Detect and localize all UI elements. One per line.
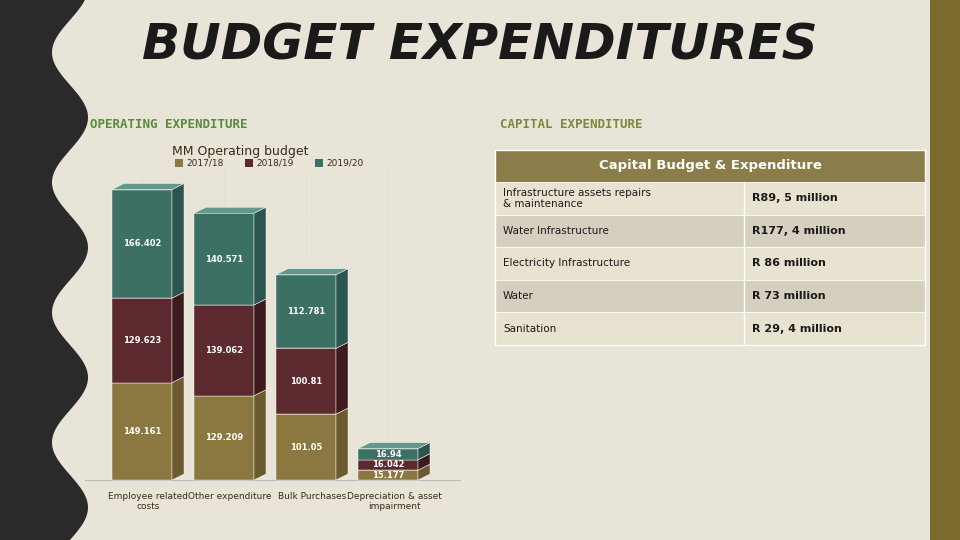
Bar <box>358 470 418 480</box>
Polygon shape <box>276 269 348 275</box>
Text: BUDGET EXPENDITURES: BUDGET EXPENDITURES <box>142 21 818 69</box>
Bar <box>276 348 336 414</box>
Bar <box>495 247 925 280</box>
Text: 16.042: 16.042 <box>372 461 404 469</box>
Text: 140.571: 140.571 <box>204 254 243 264</box>
Bar <box>315 159 323 167</box>
Text: Bulk Purchases: Bulk Purchases <box>277 492 347 501</box>
Text: 139.062: 139.062 <box>204 346 243 355</box>
Bar <box>495 214 925 247</box>
Bar <box>930 0 960 540</box>
Bar <box>495 280 925 313</box>
Text: R89, 5 million: R89, 5 million <box>753 193 838 203</box>
Text: R177, 4 million: R177, 4 million <box>753 226 846 236</box>
Polygon shape <box>276 408 348 414</box>
Text: 100.81: 100.81 <box>290 377 323 386</box>
Text: 2019/20: 2019/20 <box>326 159 363 167</box>
Polygon shape <box>112 377 184 383</box>
Polygon shape <box>172 292 184 383</box>
Text: 129.209: 129.209 <box>204 433 243 442</box>
Polygon shape <box>254 299 266 396</box>
Polygon shape <box>358 464 430 470</box>
Polygon shape <box>276 342 348 348</box>
Polygon shape <box>194 390 266 396</box>
Polygon shape <box>112 184 184 190</box>
Bar <box>276 275 336 348</box>
Text: 129.623: 129.623 <box>123 336 161 345</box>
Text: 2018/19: 2018/19 <box>256 159 294 167</box>
Polygon shape <box>418 464 430 480</box>
Bar <box>175 159 183 167</box>
Polygon shape <box>358 443 430 449</box>
Bar <box>112 190 172 298</box>
Polygon shape <box>336 408 348 480</box>
Text: CAPITAL EXPENDITURE: CAPITAL EXPENDITURE <box>500 118 642 132</box>
Bar <box>495 150 925 182</box>
Text: 15.177: 15.177 <box>372 470 404 480</box>
Text: 16.94: 16.94 <box>374 450 401 458</box>
Bar <box>495 150 925 345</box>
Bar <box>112 298 172 383</box>
Text: Depreciation & asset
impairment: Depreciation & asset impairment <box>347 492 442 511</box>
Polygon shape <box>172 377 184 480</box>
Text: 101.05: 101.05 <box>290 443 323 451</box>
Text: 166.402: 166.402 <box>123 239 161 248</box>
Polygon shape <box>112 292 184 298</box>
Text: Water Infrastructure: Water Infrastructure <box>503 226 609 236</box>
Text: MM Operating budget: MM Operating budget <box>172 145 308 159</box>
Bar <box>112 383 172 480</box>
Text: 112.781: 112.781 <box>287 307 325 316</box>
Polygon shape <box>418 454 430 470</box>
Bar <box>358 449 418 460</box>
Text: R 29, 4 million: R 29, 4 million <box>753 323 842 334</box>
Polygon shape <box>336 342 348 414</box>
Text: Infrastructure assets repairs
& maintenance: Infrastructure assets repairs & maintena… <box>503 187 651 209</box>
Text: Employee related
costs: Employee related costs <box>108 492 188 511</box>
Polygon shape <box>418 443 430 460</box>
Bar <box>245 159 253 167</box>
Text: OPERATING EXPENDITURE: OPERATING EXPENDITURE <box>90 118 248 132</box>
Bar <box>194 305 254 396</box>
Polygon shape <box>172 184 184 298</box>
Text: Water: Water <box>503 291 534 301</box>
Text: Other expenditure: Other expenditure <box>188 492 272 501</box>
Polygon shape <box>358 454 430 460</box>
Bar <box>358 460 418 470</box>
Polygon shape <box>194 207 266 213</box>
Bar <box>194 396 254 480</box>
Text: R 73 million: R 73 million <box>753 291 826 301</box>
Bar <box>276 414 336 480</box>
Bar <box>495 182 925 214</box>
Bar <box>495 313 925 345</box>
Text: Sanitation: Sanitation <box>503 323 556 334</box>
Polygon shape <box>194 299 266 305</box>
Bar <box>194 213 254 305</box>
Text: 149.161: 149.161 <box>123 427 161 436</box>
Polygon shape <box>336 269 348 348</box>
Text: 2017/18: 2017/18 <box>186 159 224 167</box>
Polygon shape <box>254 207 266 305</box>
Polygon shape <box>254 390 266 480</box>
Text: R 86 million: R 86 million <box>753 259 827 268</box>
Text: Electricity Infrastructure: Electricity Infrastructure <box>503 259 630 268</box>
Polygon shape <box>0 0 88 540</box>
Text: Capital Budget & Expenditure: Capital Budget & Expenditure <box>599 159 822 172</box>
